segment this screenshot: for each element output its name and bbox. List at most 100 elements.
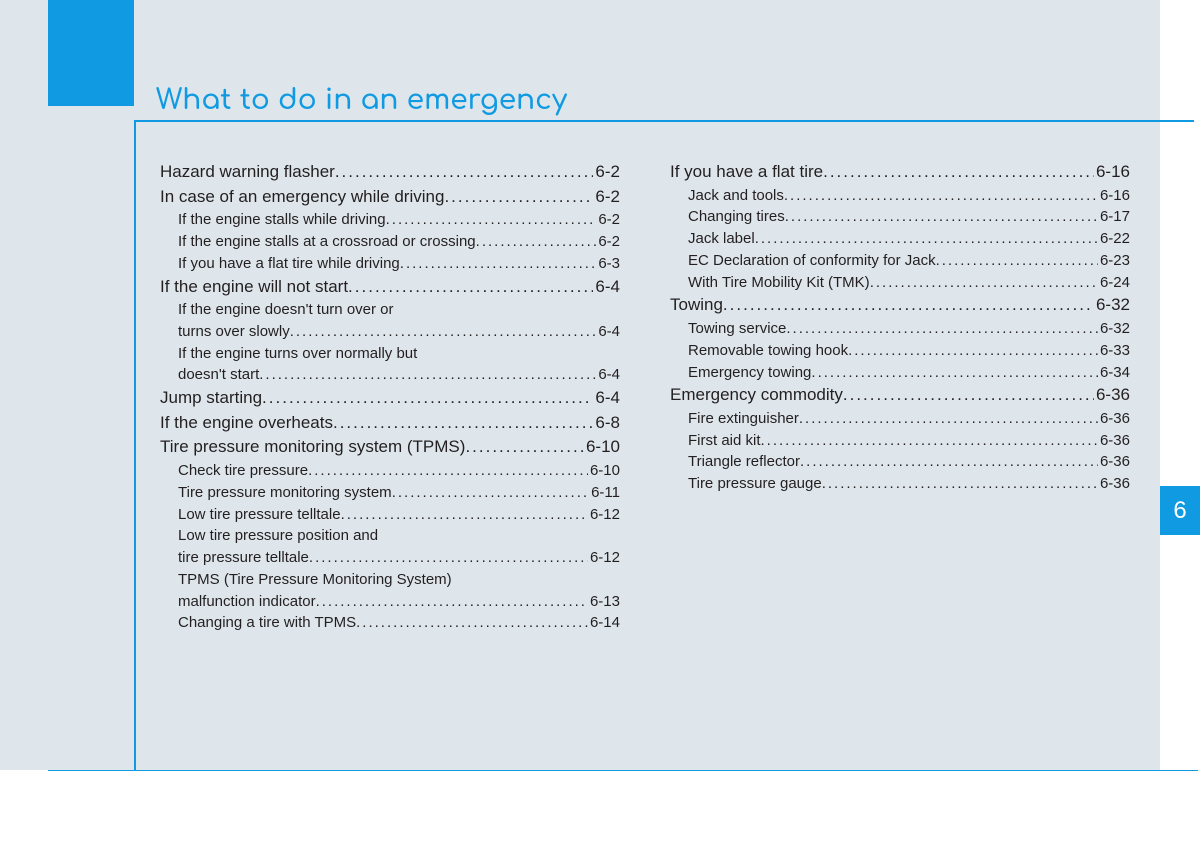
toc-entry-continuation: TPMS (Tire Pressure Monitoring System) [160,569,620,591]
toc-entry: Jack and tools6-16 [670,185,1130,207]
toc-leader-dots [848,340,1098,362]
toc-entry: Triangle reflector6-36 [670,451,1130,473]
toc-entry-label: Low tire pressure position and [178,527,378,544]
toc-leader-dots [341,504,588,526]
toc-column-left: Hazard warning flasher6-2In case of an e… [160,160,620,634]
toc-entry: doesn't start6-4 [160,364,620,386]
toc-entry-page: 6-13 [588,591,620,613]
toc-entry: Tire pressure gauge6-36 [670,473,1130,495]
toc-entry-label: If the engine turns over normally but [178,345,417,362]
toc-entry: Fire extinguisher 6-36 [670,408,1130,430]
toc-leader-dots [308,460,588,482]
toc-entry-page: 6-8 [593,411,620,436]
toc-entry: If the engine stalls at a crossroad or c… [160,231,620,253]
toc-entry-page: 6-3 [596,253,620,275]
toc-leader-dots [309,547,588,569]
toc-entry: Towing 6-32 [670,293,1130,318]
toc-entry-label: If the engine doesn't turn over or [178,301,394,318]
toc-entry-page: 6-11 [589,482,620,504]
toc-entry-page: 6-2 [593,160,620,185]
toc-entry-page: 6-2 [593,185,620,210]
toc-entry: If you have a flat tire 6-16 [670,160,1130,185]
toc-entry-label: If the engine will not start [160,275,348,300]
toc-entry-continuation: If the engine doesn't turn over or [160,299,620,321]
toc-entry: First aid kit 6-36 [670,430,1130,452]
toc-leader-dots [785,206,1098,228]
toc-column-right: If you have a flat tire6-16Jack and tool… [670,160,1130,634]
toc-entry-page: 6-32 [1098,318,1130,340]
toc-entry: Emergency commodity6-36 [670,383,1130,408]
toc-leader-dots [356,612,588,634]
toc-entry-label: Fire extinguisher [688,408,799,430]
toc-leader-dots [465,435,584,460]
corner-accent-block [48,0,134,106]
toc-entry-label: Check tire pressure [178,460,308,482]
toc-entry-page: 6-2 [596,209,620,231]
divider-vertical [134,120,136,771]
toc-entry-label: Jack label [688,228,755,250]
toc-leader-dots [723,293,1094,318]
toc-leader-dots [386,209,597,231]
toc-leader-dots [843,383,1094,408]
toc-leader-dots [811,362,1098,384]
toc-entry: Changing tires 6-17 [670,206,1130,228]
toc-entry-page: 6-36 [1098,408,1130,430]
toc-entry-label: Emergency towing [688,362,811,384]
toc-entry-label: TPMS (Tire Pressure Monitoring System) [178,571,452,588]
toc-leader-dots [392,482,589,504]
toc-entry: EC Declaration of conformity for Jack 6-2… [670,250,1130,272]
toc-entry-label: Low tire pressure telltale [178,504,341,526]
toc-entry: Check tire pressure6-10 [160,460,620,482]
toc-entry-page: 6-36 [1098,473,1130,495]
toc-entry-page: 6-14 [588,612,620,634]
toc-entry-label: If the engine stalls while driving [178,209,386,231]
toc-leader-dots [936,250,1098,272]
toc-entry: If the engine will not start6-4 [160,275,620,300]
toc-entry-page: 6-16 [1094,160,1130,185]
toc-entry: If the engine stalls while driving 6-2 [160,209,620,231]
toc-entry: turns over slowly6-4 [160,321,620,343]
toc-leader-dots [784,185,1098,207]
toc-entry: Hazard warning flasher6-2 [160,160,620,185]
toc-leader-dots [335,160,594,185]
toc-leader-dots [823,160,1094,185]
toc-entry: Tire pressure monitoring system (TPMS) 6-… [160,435,620,460]
toc-entry-page: 6-36 [1098,451,1130,473]
toc-columns: Hazard warning flasher6-2In case of an e… [160,160,1132,634]
toc-entry: Low tire pressure telltale6-12 [160,504,620,526]
toc-entry-label: Jump starting [160,386,262,411]
divider-top [134,120,1194,122]
toc-entry-page: 6-34 [1098,362,1130,384]
toc-entry: tire pressure telltale6-12 [160,547,620,569]
toc-entry-page: 6-36 [1098,430,1130,452]
toc-entry-page: 6-12 [588,547,620,569]
toc-entry-label: EC Declaration of conformity for Jack [688,250,936,272]
toc-entry-page: 6-4 [596,364,620,386]
toc-entry: Tire pressure monitoring system6-11 [160,482,620,504]
toc-entry-label: Changing tires [688,206,785,228]
toc-entry-label: Tire pressure monitoring system (TPMS) [160,435,465,460]
toc-entry-label: Jack and tools [688,185,784,207]
toc-entry-label: Changing a tire with TPMS [178,612,356,634]
toc-entry-label: turns over slowly [178,321,290,343]
toc-entry-page: 6-2 [596,231,620,253]
toc-entry-page: 6-17 [1098,206,1130,228]
toc-leader-dots [822,473,1098,495]
toc-entry: Emergency towing 6-34 [670,362,1130,384]
toc-entry-page: 6-32 [1094,293,1130,318]
toc-entry-label: If you have a flat tire [670,160,823,185]
toc-entry-page: 6-23 [1098,250,1130,272]
toc-entry-page: 6-10 [584,435,620,460]
toc-entry-continuation: Low tire pressure position and [160,525,620,547]
toc-entry: If the engine overheats6-8 [160,411,620,436]
toc-leader-dots [348,275,593,300]
toc-entry-page: 6-36 [1094,383,1130,408]
page-title: What to do in an emergency [156,84,567,116]
toc-entry: Jack label6-22 [670,228,1130,250]
toc-leader-dots [786,318,1098,340]
toc-entry-label: In case of an emergency while driving [160,185,444,210]
toc-entry-label: Towing [670,293,723,318]
toc-entry-label: First aid kit [688,430,761,452]
toc-entry-page: 6-4 [593,386,620,411]
toc-entry-label: If you have a flat tire while driving [178,253,400,275]
